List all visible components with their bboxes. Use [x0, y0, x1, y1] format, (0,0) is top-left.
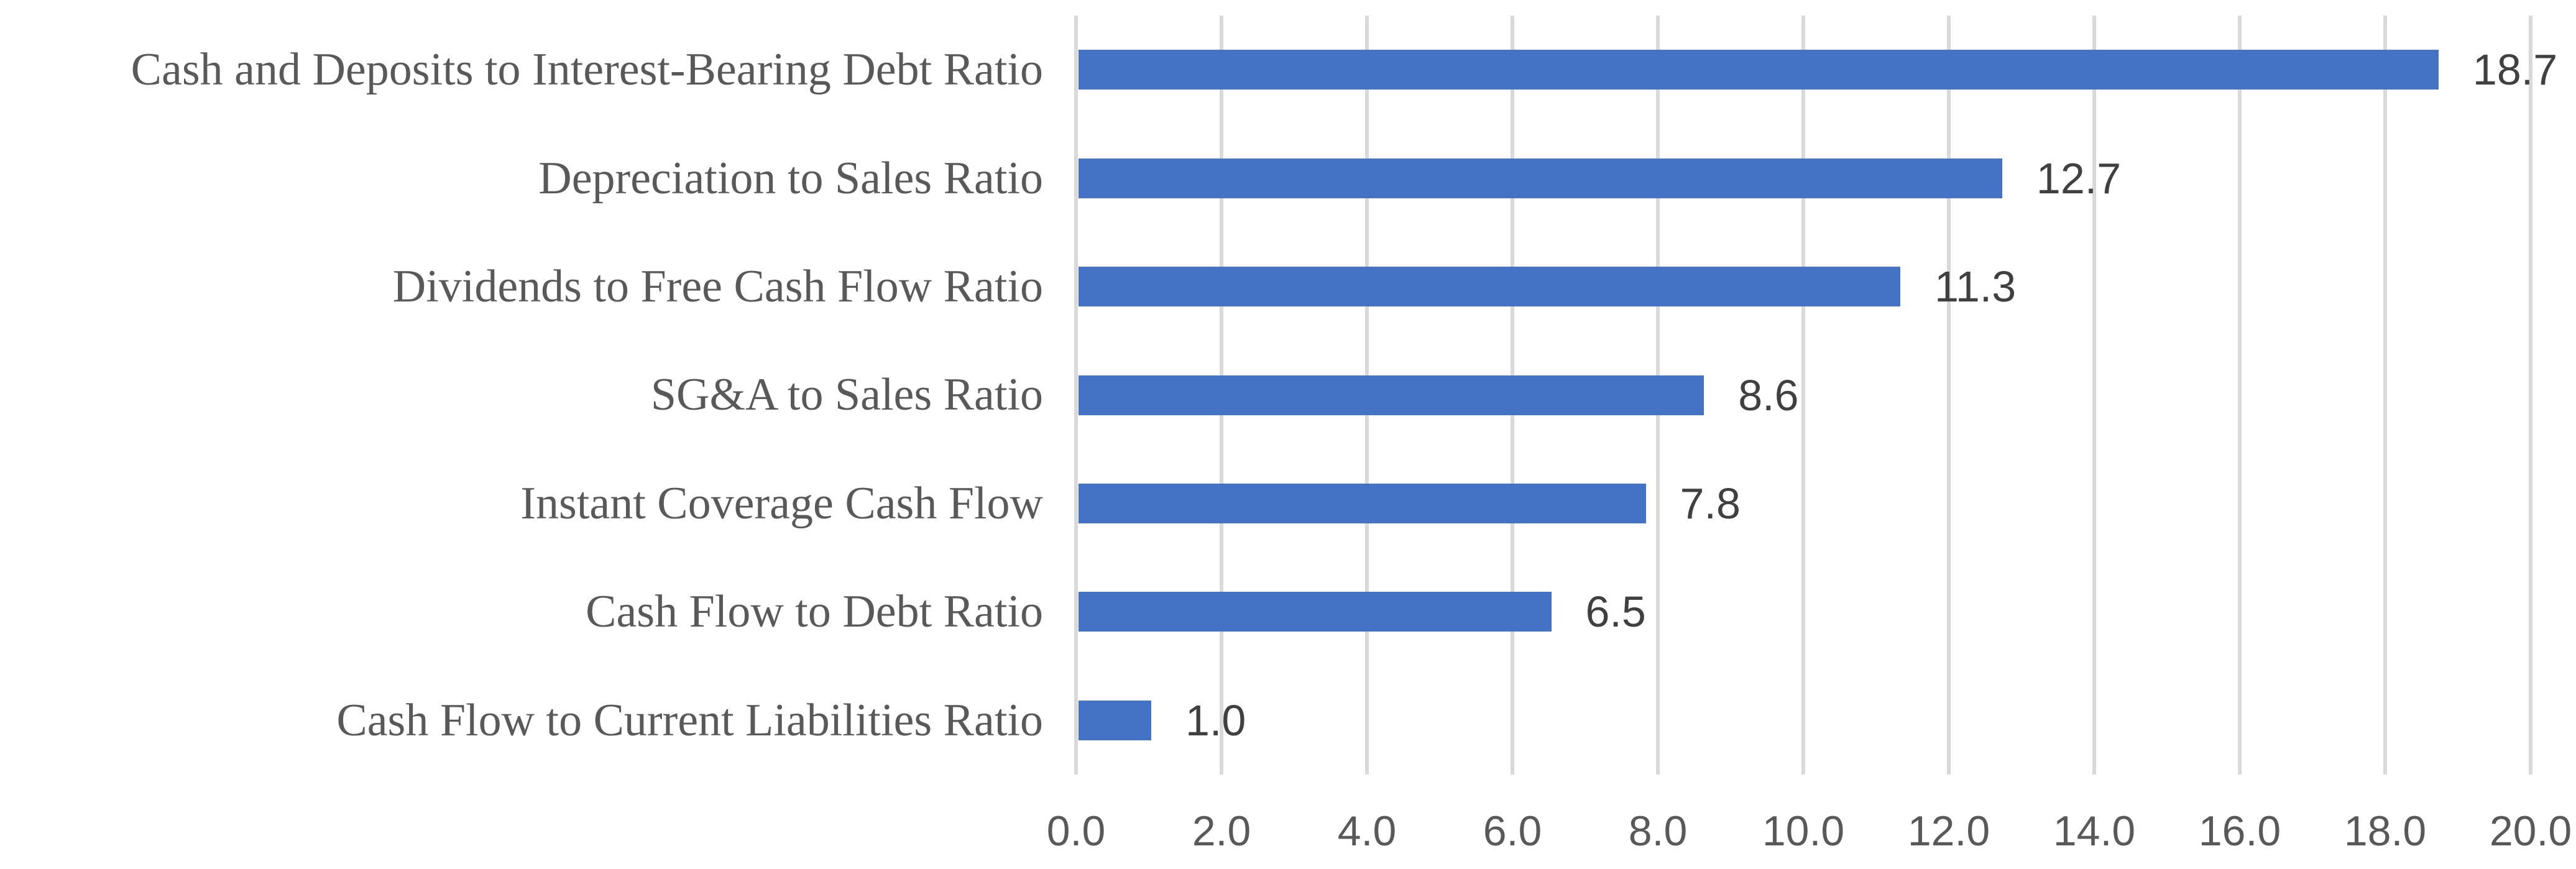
- x-tick-label: 20.0: [2489, 807, 2572, 855]
- value-label: 11.3: [1934, 262, 2017, 311]
- plot-area: 18.7 12.7 11.3 8.6 7.8 6.5 1.0: [1074, 16, 2557, 775]
- value-label: 8.6: [1738, 370, 1799, 420]
- category-label: Instant Coverage Cash Flow: [520, 477, 1043, 529]
- category-label: Dividends to Free Cash Flow Ratio: [392, 261, 1043, 313]
- value-label: 12.7: [2036, 154, 2122, 203]
- bar: [1079, 267, 1901, 307]
- x-tick-label: 2.0: [1192, 807, 1251, 855]
- bar: [1079, 158, 2002, 198]
- gridline-x-18.0: [2383, 16, 2387, 775]
- value-label: 1.0: [1185, 696, 1246, 745]
- value-label: 6.5: [1585, 587, 1646, 637]
- x-tick-label: 18.0: [2344, 807, 2427, 855]
- bar: [1079, 375, 1704, 415]
- x-tick-label: 16.0: [2198, 807, 2281, 855]
- gridline-x-14.0: [2092, 16, 2096, 775]
- category-label: SG&A to Sales Ratio: [650, 369, 1043, 421]
- x-tick-label: 14.0: [2053, 807, 2136, 855]
- value-label: 18.7: [2472, 45, 2558, 94]
- x-tick-label: 6.0: [1483, 807, 1542, 855]
- category-axis: Cash and Deposits to Interest-Bearing De…: [0, 16, 1047, 775]
- bar: [1079, 592, 1552, 632]
- bar: [1079, 483, 1646, 523]
- x-axis: 0.0 2.0 4.0 6.0 8.0 10.0 12.0 14.0 16.0 18.0 20.0: [0, 803, 2576, 859]
- category-label: Cash Flow to Debt Ratio: [586, 586, 1043, 638]
- x-tick-label: 8.0: [1628, 807, 1688, 855]
- x-tick-label: 12.0: [1907, 807, 1990, 855]
- bar: [1079, 50, 2439, 90]
- gridline-x-10.0: [1801, 16, 1805, 775]
- value-label: 7.8: [1680, 479, 1741, 528]
- gridline-x-12.0: [1947, 16, 1951, 775]
- gridline-x-16.0: [2238, 16, 2242, 775]
- x-tick-label: 0.0: [1046, 807, 1106, 855]
- x-tick-label: 10.0: [1762, 807, 1845, 855]
- category-label: Cash Flow to Current Liabilities Ratio: [336, 694, 1043, 746]
- x-tick-label: 4.0: [1337, 807, 1397, 855]
- gridline-x-20.0: [2529, 16, 2532, 775]
- category-label: Cash and Deposits to Interest-Bearing De…: [131, 44, 1043, 96]
- category-label: Depreciation to Sales Ratio: [538, 152, 1043, 204]
- gridline-x-0.0: [1074, 16, 1078, 775]
- bar: [1079, 700, 1151, 740]
